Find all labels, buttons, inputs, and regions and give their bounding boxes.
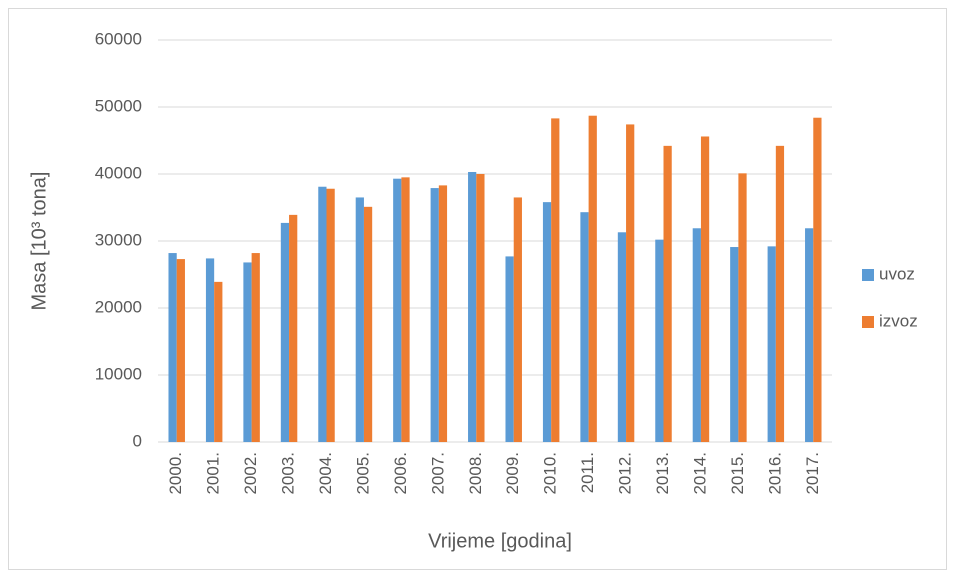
x-tick-label: 2007. <box>428 452 447 495</box>
bar <box>214 281 223 442</box>
bar <box>401 177 410 442</box>
bar <box>393 178 402 442</box>
bar <box>476 174 485 442</box>
bar <box>505 256 514 442</box>
x-tick-label: 2008. <box>466 452 485 495</box>
bar <box>430 188 439 442</box>
y-tick-label: 20000 <box>95 297 142 316</box>
bar <box>700 136 710 443</box>
x-tick-label: 2010. <box>541 452 560 495</box>
bar <box>805 228 814 442</box>
bar <box>617 232 627 442</box>
x-tick-label: 2009. <box>503 452 522 495</box>
y-tick-label: 50000 <box>95 96 142 115</box>
x-tick-label: 2005. <box>353 452 372 495</box>
bar <box>775 145 785 443</box>
x-axis-label: Vrijeme [godina] <box>428 530 572 552</box>
bar <box>588 115 597 443</box>
x-tick-label: 2012. <box>616 452 635 495</box>
bar <box>468 171 477 443</box>
bar <box>551 118 560 442</box>
bar <box>580 212 589 442</box>
bar <box>168 253 177 442</box>
bar <box>692 228 701 442</box>
bar <box>280 222 290 442</box>
bar <box>626 124 635 443</box>
bar <box>318 186 327 442</box>
y-tick-label: 0 <box>133 431 142 450</box>
bar <box>251 253 260 442</box>
legend-label: uvoz <box>879 264 915 283</box>
bar <box>513 197 522 442</box>
bar <box>663 145 672 443</box>
x-tick-label: 2004. <box>316 452 335 495</box>
bar <box>730 247 739 442</box>
bar <box>438 185 448 442</box>
x-tick-label: 2015. <box>728 452 747 495</box>
bar <box>813 117 822 442</box>
x-tick-label: 2001. <box>204 452 223 495</box>
x-tick-label: 2000. <box>166 452 185 495</box>
x-tick-label: 2017. <box>803 452 822 495</box>
x-tick-label: 2003. <box>279 452 298 495</box>
bar <box>542 202 552 442</box>
bar <box>326 188 335 442</box>
bar <box>363 206 373 442</box>
bar <box>289 214 298 442</box>
x-tick-label: 2002. <box>241 452 260 495</box>
bar <box>176 259 185 442</box>
x-tick-label: 2011. <box>578 452 597 493</box>
y-tick-label: 40000 <box>95 163 142 182</box>
y-tick-label: 10000 <box>95 364 142 383</box>
x-tick-label: 2006. <box>391 452 410 495</box>
y-tick-label: 60000 <box>95 29 142 48</box>
x-tick-label: 2014. <box>690 452 709 495</box>
bar <box>205 258 215 442</box>
y-axis-label: Masa [10³ tona] <box>28 172 50 311</box>
bar <box>655 239 664 442</box>
bar <box>767 246 776 442</box>
legend-swatch <box>862 316 874 328</box>
x-tick-label: 2016. <box>765 452 784 495</box>
x-tick-label: 2013. <box>653 452 672 495</box>
legend-label: izvoz <box>879 311 918 330</box>
y-tick-label: 30000 <box>95 230 142 249</box>
bar <box>355 197 364 442</box>
legend-swatch <box>862 269 874 281</box>
bar <box>243 262 252 442</box>
bar <box>738 173 747 442</box>
